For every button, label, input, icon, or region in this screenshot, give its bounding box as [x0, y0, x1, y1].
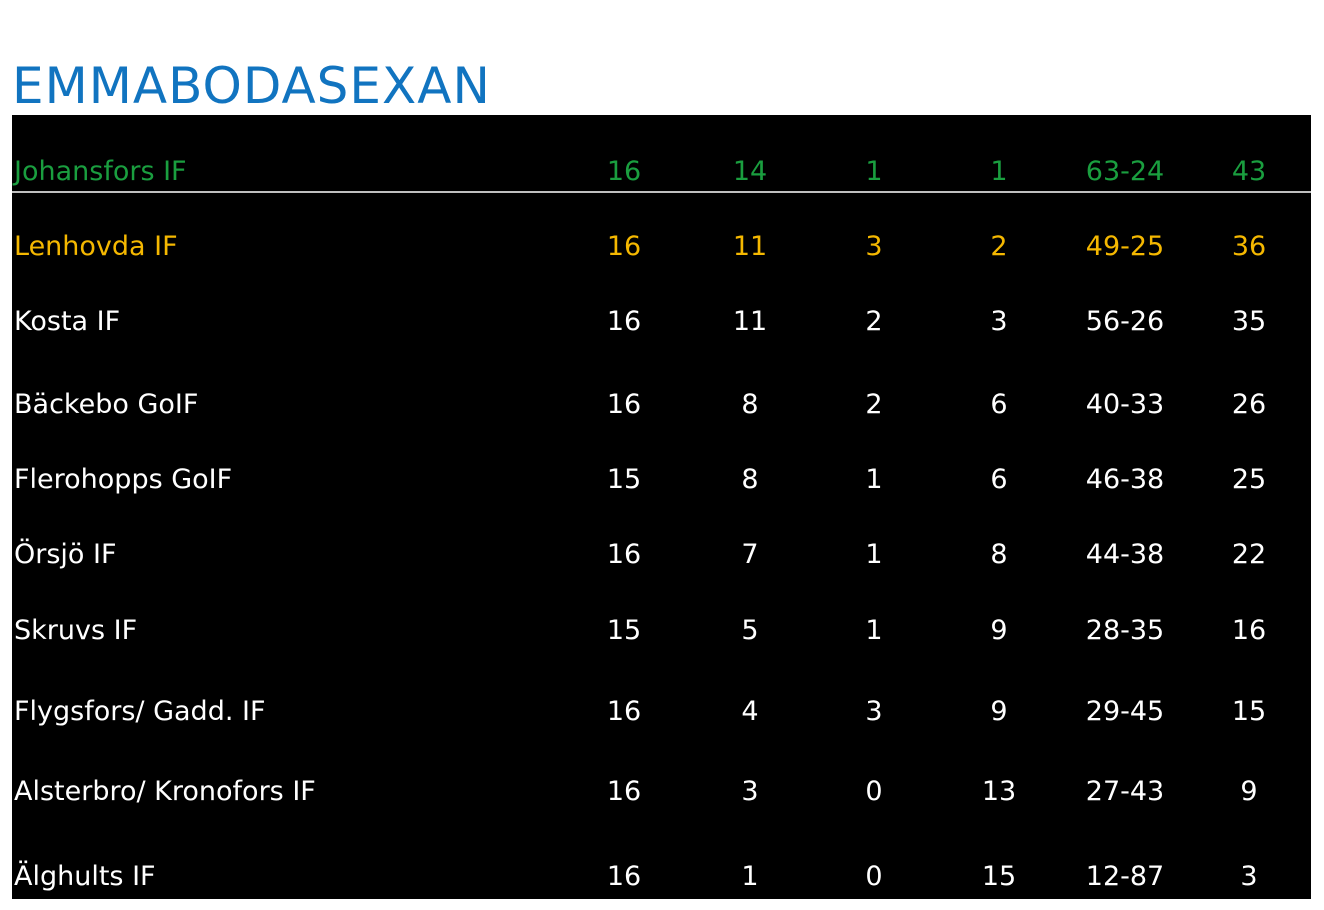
drawn-value: 3	[865, 696, 883, 727]
points-value: 26	[1231, 389, 1267, 420]
lost-value: 13	[981, 776, 1017, 807]
team-name: Skruvs IF	[14, 615, 138, 646]
drawn-value: 1	[865, 464, 883, 495]
drawn-value: 0	[865, 776, 883, 807]
points-value: 43	[1231, 156, 1267, 187]
points-value: 9	[1240, 776, 1258, 807]
played-value: 16	[606, 696, 642, 727]
lost-value: 1	[990, 156, 1008, 187]
played-value: 16	[606, 306, 642, 337]
standings-table: Johansfors IF 16 14 1 1 63-24 43 Lenhovd…	[12, 115, 1311, 899]
won-value: 11	[732, 306, 768, 337]
lost-value: 6	[990, 389, 1008, 420]
drawn-value: 2	[865, 306, 883, 337]
goals-value: 46-38	[1085, 464, 1165, 495]
played-value: 16	[606, 776, 642, 807]
played-value: 16	[606, 156, 642, 187]
team-name: Kosta IF	[14, 306, 121, 337]
won-value: 8	[741, 464, 759, 495]
played-value: 15	[606, 615, 642, 646]
leader-divider	[12, 191, 1311, 193]
team-name: Lenhovda IF	[14, 231, 178, 262]
team-name: Alsterbro/ Kronofors IF	[14, 776, 316, 807]
goals-value: 28-35	[1085, 615, 1165, 646]
points-value: 3	[1240, 861, 1258, 892]
table-row: Alsterbro/ Kronofors IF 16 3 0 13 27-43 …	[12, 772, 1311, 812]
team-name: Flygsfors/ Gadd. IF	[14, 696, 266, 727]
lost-value: 6	[990, 464, 1008, 495]
points-value: 25	[1231, 464, 1267, 495]
table-row: Lenhovda IF 16 11 3 2 49-25 36	[12, 227, 1311, 267]
table-row: Skruvs IF 15 5 1 9 28-35 16	[12, 611, 1311, 651]
won-value: 14	[732, 156, 768, 187]
played-value: 16	[606, 231, 642, 262]
lost-value: 9	[990, 615, 1008, 646]
team-name: Flerohopps GoIF	[14, 464, 233, 495]
lost-value: 9	[990, 696, 1008, 727]
table-row: Älghults IF 16 1 0 15 12-87 3	[12, 857, 1311, 897]
played-value: 16	[606, 539, 642, 570]
points-value: 22	[1231, 539, 1267, 570]
team-name: Bäckebo GoIF	[14, 389, 199, 420]
drawn-value: 1	[865, 156, 883, 187]
won-value: 5	[741, 615, 759, 646]
drawn-value: 3	[865, 231, 883, 262]
table-row: Bäckebo GoIF 16 8 2 6 40-33 26	[12, 385, 1311, 425]
goals-value: 40-33	[1085, 389, 1165, 420]
goals-value: 44-38	[1085, 539, 1165, 570]
table-row: Johansfors IF 16 14 1 1 63-24 43	[12, 152, 1311, 192]
points-value: 36	[1231, 231, 1267, 262]
won-value: 7	[741, 539, 759, 570]
played-value: 15	[606, 464, 642, 495]
points-value: 15	[1231, 696, 1267, 727]
lost-value: 15	[981, 861, 1017, 892]
table-row: Flerohopps GoIF 15 8 1 6 46-38 25	[12, 460, 1311, 500]
won-value: 8	[741, 389, 759, 420]
page-title: EMMABODASEXAN	[12, 57, 491, 115]
won-value: 3	[741, 776, 759, 807]
goals-value: 27-43	[1085, 776, 1165, 807]
lost-value: 2	[990, 231, 1008, 262]
won-value: 4	[741, 696, 759, 727]
drawn-value: 0	[865, 861, 883, 892]
points-value: 35	[1231, 306, 1267, 337]
goals-value: 49-25	[1085, 231, 1165, 262]
drawn-value: 2	[865, 389, 883, 420]
played-value: 16	[606, 861, 642, 892]
goals-value: 56-26	[1085, 306, 1165, 337]
drawn-value: 1	[865, 539, 883, 570]
team-name: Älghults IF	[14, 861, 156, 892]
team-name: Örsjö IF	[14, 539, 117, 570]
goals-value: 29-45	[1085, 696, 1165, 727]
goals-value: 63-24	[1085, 156, 1165, 187]
lost-value: 8	[990, 539, 1008, 570]
played-value: 16	[606, 389, 642, 420]
lost-value: 3	[990, 306, 1008, 337]
won-value: 1	[741, 861, 759, 892]
goals-value: 12-87	[1085, 861, 1165, 892]
won-value: 11	[732, 231, 768, 262]
drawn-value: 1	[865, 615, 883, 646]
points-value: 16	[1231, 615, 1267, 646]
team-name: Johansfors IF	[14, 156, 187, 187]
table-row: Flygsfors/ Gadd. IF 16 4 3 9 29-45 15	[12, 692, 1311, 732]
table-row: Örsjö IF 16 7 1 8 44-38 22	[12, 535, 1311, 575]
table-row: Kosta IF 16 11 2 3 56-26 35	[12, 302, 1311, 342]
